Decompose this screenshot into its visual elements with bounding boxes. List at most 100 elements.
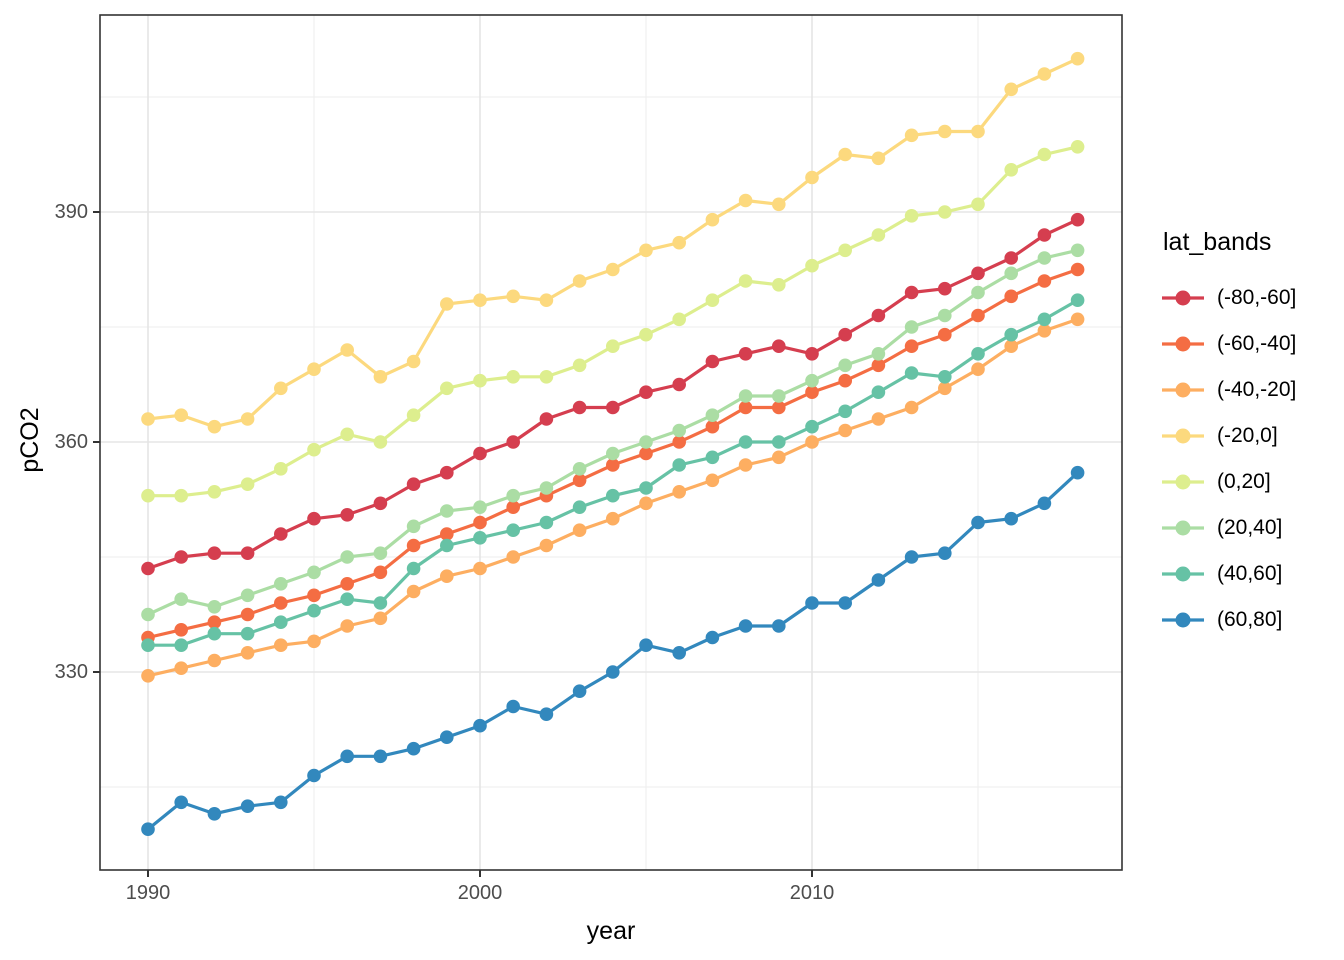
data-point-(-80,-60] [141,561,155,576]
legend-title: lat_bands [1163,228,1272,256]
data-point-(20,40] [1037,251,1052,265]
legend-key-icon [1162,566,1204,582]
data-point-(-60,-40] [606,458,620,472]
data-point-(-80,-60] [572,400,587,415]
data-point-(-40,-20] [639,496,653,511]
data-point-(-20,0] [340,343,355,357]
data-point-(-40,-20] [971,362,985,377]
data-point-(-40,-20] [473,561,487,576]
data-point-(20,40] [473,500,487,514]
data-point-(20,40] [506,488,520,503]
legend-key-icon [1162,290,1204,306]
data-point-(20,40] [307,565,321,580]
data-point-(-80,-60] [772,339,786,354]
data-point-(-80,-60] [240,546,255,560]
data-point-(0,20] [904,209,919,223]
data-point-(-20,0] [373,370,388,384]
data-point-(-80,-60] [938,281,952,296]
data-point-(0,20] [639,327,653,342]
data-point-(0,20] [141,488,155,503]
data-point-(-20,0] [738,193,753,208]
y-tick-label: 360 [54,431,88,453]
data-point-(0,20] [971,197,985,212]
data-point-(-60,-40] [772,400,786,415]
data-point-(40,60] [871,385,886,400]
data-point-(20,40] [738,389,753,403]
data-point-(40,60] [1004,327,1018,342]
data-point-(20,40] [406,519,421,534]
data-point-(20,40] [904,320,919,334]
data-point-(0,20] [1070,140,1085,154]
data-point-(-20,0] [207,419,222,434]
data-point-(40,60] [406,561,421,576]
data-point-(-20,0] [1070,51,1085,66]
data-point-(40,60] [572,500,587,514]
legend-entry-label: (0,20] [1217,470,1271,493]
legend-key-icon [1162,612,1204,628]
legend-entry: (-40,-20] [1160,367,1344,413]
data-point-(-80,-60] [506,435,520,449]
data-point-(40,60] [904,366,919,380]
data-point-(60,80] [1070,465,1085,480]
data-point-(-60,-40] [174,623,188,637]
data-point-(20,40] [240,588,255,603]
data-point-(60,80] [805,596,819,610]
data-point-(-60,-40] [473,515,487,530]
data-point-(-40,-20] [705,473,720,488]
data-point-(60,80] [207,807,222,821]
legend: lat_bands (-80,-60] (-60,-40] (-40,-20] (-2… [1160,228,1344,643]
data-point-(20,40] [938,308,952,323]
data-point-(20,40] [340,550,355,564]
legend-entry-label: (-20,0] [1217,424,1278,447]
data-point-(-20,0] [805,170,819,185]
data-point-(40,60] [606,488,620,503]
data-point-(20,40] [639,435,653,449]
data-point-(-20,0] [274,381,288,396]
data-point-(-20,0] [904,128,919,143]
data-point-(60,80] [373,749,388,764]
data-point-(-40,-20] [539,538,554,553]
data-point-(20,40] [672,423,686,438]
data-point-(0,20] [207,485,222,499]
data-point-(-40,-20] [440,569,454,583]
data-point-(40,60] [373,596,388,610]
data-point-(-20,0] [440,297,454,311]
data-point-(-40,-20] [274,638,288,652]
data-point-(-80,-60] [274,527,288,541]
data-point-(20,40] [1070,243,1085,258]
data-point-(0,20] [506,370,520,384]
data-point-(60,80] [406,741,421,756]
data-point-(-40,-20] [572,523,587,537]
data-point-(40,60] [340,592,355,606]
data-point-(-40,-20] [904,400,919,415]
data-point-(60,80] [240,799,255,813]
legend-key-icon [1162,428,1204,444]
data-point-(-20,0] [705,212,720,227]
data-point-(-80,-60] [904,285,919,300]
data-point-(60,80] [672,646,686,660]
data-point-(-60,-40] [1037,274,1052,288]
data-point-(0,20] [539,370,554,384]
data-point-(60,80] [539,707,554,721]
data-point-(-80,-60] [705,354,720,369]
data-point-(40,60] [207,626,222,641]
data-point-(-60,-40] [938,327,952,342]
data-point-(-20,0] [1037,67,1052,81]
legend-entry: (0,20] [1160,459,1344,505]
data-point-(-80,-60] [207,546,222,560]
data-point-(-40,-20] [506,550,520,564]
legend-key-icon [1162,474,1204,490]
legend-entry-label: (20,40] [1217,516,1283,539]
data-point-(-40,-20] [606,511,620,526]
data-point-(0,20] [307,442,321,457]
data-point-(0,20] [738,274,753,288]
data-point-(0,20] [473,373,487,388]
x-tick-label: 2000 [457,882,503,904]
data-point-(0,20] [572,358,587,373]
data-point-(60,80] [572,684,587,698]
data-point-(-40,-20] [1037,324,1052,338]
data-point-(40,60] [174,638,188,652]
data-point-(40,60] [1037,312,1052,327]
data-point-(-60,-40] [904,339,919,354]
data-point-(-80,-60] [738,347,753,361]
